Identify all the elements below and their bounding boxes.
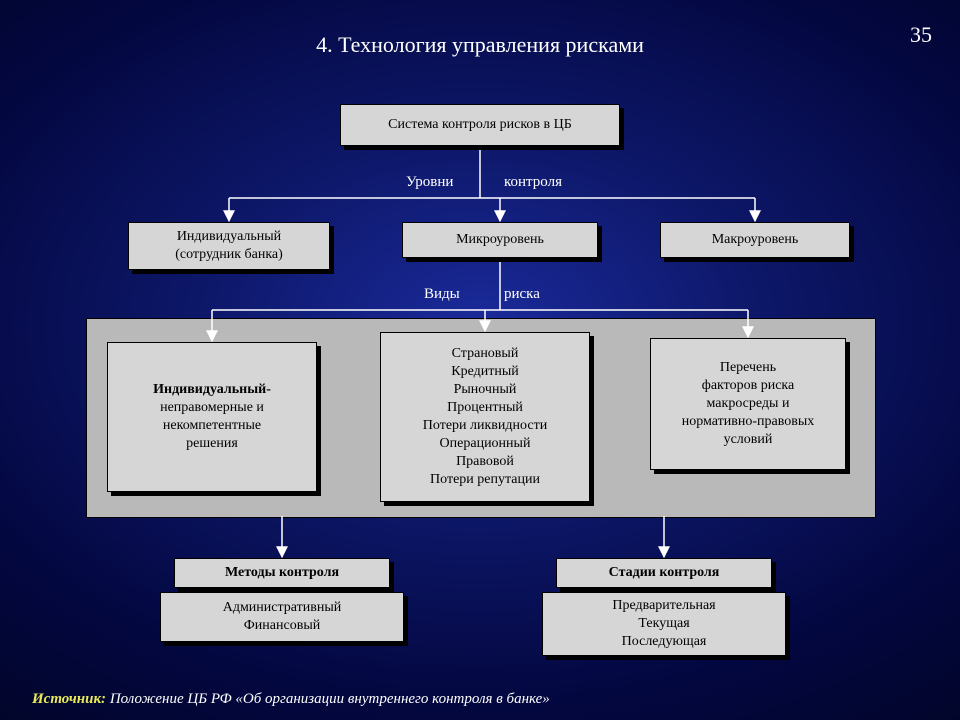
label-types-left: Виды (424, 286, 460, 303)
box-risk_macro-line: условий (724, 431, 773, 449)
box-risk_micro: СтрановыйКредитныйРыночныйПроцентныйПоте… (380, 332, 590, 502)
box-lvl_micro: Микроуровень (402, 222, 598, 258)
box-lvl_macro: Макроуровень (660, 222, 850, 258)
box-root: Система контроля рисков в ЦБ (340, 104, 620, 146)
box-risk_micro-line: Процентный (447, 399, 523, 417)
box-risk_macro-line: факторов риска (702, 377, 794, 395)
source-text: Положение ЦБ РФ «Об организации внутренн… (106, 691, 550, 707)
label-levels-right: контроля (504, 174, 562, 191)
box-methods-line: Финансовый (244, 617, 320, 635)
box-risk_micro-line: Потери репутации (430, 471, 540, 489)
box-methods_hdr: Методы контроля (174, 558, 390, 588)
box-risk_macro-line: нормативно-правовых (682, 413, 815, 431)
box-risk_macro-line: Перечень (720, 359, 776, 377)
box-stages: ПредварительнаяТекущаяПоследующая (542, 592, 786, 656)
box-risk_ind: Индивидуальный-неправомерные инекомпетен… (107, 342, 317, 492)
box-risk_ind-line: некомпетентные (163, 417, 261, 435)
box-risk_macro: Переченьфакторов рискамакросреды инормат… (650, 338, 846, 470)
box-stages_hdr-line: Стадии контроля (609, 564, 720, 582)
box-stages-line: Последующая (622, 633, 707, 651)
box-stages_hdr: Стадии контроля (556, 558, 772, 588)
source-label: Источник: (32, 691, 106, 707)
box-risk_micro-line: Рыночный (454, 381, 517, 399)
box-root-line: Система контроля рисков в ЦБ (388, 116, 572, 134)
slide-title: 4. Технология управления рисками (0, 32, 960, 58)
label-types-right: риска (504, 286, 540, 303)
box-lvl_ind-line: (сотрудник банка) (175, 246, 283, 264)
box-risk_ind-line: решения (186, 435, 238, 453)
box-risk_micro-line: Потери ликвидности (423, 417, 547, 435)
box-methods: АдминистративныйФинансовый (160, 592, 404, 642)
label-levels-left: Уровни (406, 174, 453, 191)
box-stages-line: Предварительная (612, 597, 715, 615)
box-lvl_ind: Индивидуальный(сотрудник банка) (128, 222, 330, 270)
box-lvl_micro-line: Микроуровень (456, 231, 544, 249)
slide: 35 4. Технология управления рисками Уров… (0, 0, 960, 720)
box-methods-line: Административный (223, 599, 342, 617)
box-lvl_macro-line: Макроуровень (712, 231, 799, 249)
box-risk_ind-line: Индивидуальный- (153, 381, 271, 399)
box-risk_micro-line: Кредитный (451, 363, 519, 381)
box-methods_hdr-line: Методы контроля (225, 564, 339, 582)
box-risk_ind-line: неправомерные и (160, 399, 264, 417)
box-risk_micro-line: Правовой (456, 453, 514, 471)
box-risk_macro-line: макросреды и (707, 395, 790, 413)
box-risk_micro-line: Операционный (440, 435, 531, 453)
box-lvl_ind-line: Индивидуальный (177, 228, 281, 246)
box-risk_micro-line: Страновый (452, 345, 519, 363)
source-footer: Источник: Положение ЦБ РФ «Об организаци… (32, 691, 550, 708)
box-stages-line: Текущая (638, 615, 689, 633)
